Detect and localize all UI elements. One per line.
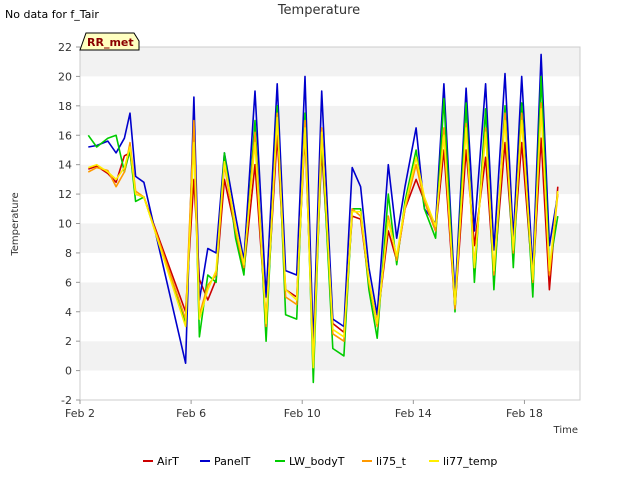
y-tick-label: 20 xyxy=(58,70,72,83)
y-tick-label: 12 xyxy=(58,188,72,201)
y-tick-label: 8 xyxy=(65,247,72,260)
axis-ticks: -2 0 2 4 6 8 10 12 14 16 18 20 22 Feb 2 Feb 6 Feb 10 Feb… xyxy=(58,41,543,420)
legend-label-li77-temp: li77_temp xyxy=(443,455,497,468)
x-tick-label: Feb 18 xyxy=(506,407,543,420)
y-tick-label: 16 xyxy=(58,129,72,142)
legend-label-lw-bodyt: LW_bodyT xyxy=(289,455,345,468)
y-tick-label: 14 xyxy=(58,159,72,172)
y-tick-label: 10 xyxy=(58,218,72,231)
rr-met-badge: RR_met xyxy=(79,32,140,51)
x-tick-label: Feb 14 xyxy=(395,407,432,420)
chart-title: Temperature xyxy=(277,3,360,18)
y-tick-label: 18 xyxy=(58,100,72,113)
grid-band xyxy=(80,76,580,106)
badge-label: RR_met xyxy=(87,36,134,49)
x-tick-label: Feb 10 xyxy=(284,407,321,420)
legend-label-airt: AirT xyxy=(157,455,179,468)
grid-band xyxy=(80,135,580,165)
grid-band xyxy=(80,311,580,342)
grid-band xyxy=(80,370,580,400)
y-tick-label: 0 xyxy=(65,365,72,378)
grid-band xyxy=(80,164,580,195)
series-line-li77-temp xyxy=(88,108,559,369)
y-tick-label: 6 xyxy=(65,276,72,289)
legend: AirT PanelT LW_bodyT li75_t li77_temp xyxy=(143,455,497,468)
x-axis-label: Time xyxy=(553,425,578,436)
grid-band xyxy=(80,47,580,77)
grid-bands xyxy=(80,47,580,400)
x-tick-label: Feb 2 xyxy=(65,407,95,420)
grid-band xyxy=(80,341,580,371)
no-data-notice: No data for f_Tair xyxy=(5,8,99,21)
y-axis-label: Temperature xyxy=(10,192,21,256)
grid-band xyxy=(80,105,580,136)
y-tick-label: 4 xyxy=(65,306,72,319)
y-tick-label: -2 xyxy=(61,394,72,407)
legend-label-panelt: PanelT xyxy=(214,455,251,468)
x-tick-label: Feb 6 xyxy=(176,407,206,420)
legend-label-li75-t: li75_t xyxy=(376,455,407,468)
grid-band xyxy=(80,194,580,224)
badge-shape xyxy=(79,32,140,51)
y-tick-label: 22 xyxy=(58,41,72,54)
series-lines xyxy=(87,53,559,384)
y-tick-label: 2 xyxy=(65,335,72,348)
